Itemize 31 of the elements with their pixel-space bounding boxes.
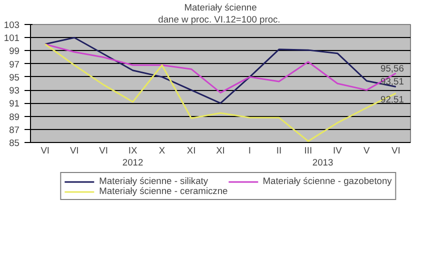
legend-label: Materiały ścienne - silikaty <box>99 176 208 186</box>
x-tick-label: VI <box>99 146 108 156</box>
text: 2012 <box>122 158 144 168</box>
y-tick-label: 103 <box>4 20 20 30</box>
x-tick-label: III <box>304 146 312 156</box>
y-tick-label: 85 <box>9 138 20 148</box>
y-tick-label: 97 <box>9 59 20 70</box>
y-tick-label: 95 <box>9 72 20 82</box>
chart-subtitle: dane w proc. VI.12=100 proc. <box>158 14 280 24</box>
data-label: 95,56 <box>380 63 404 74</box>
x-tick-label: VI <box>391 146 400 156</box>
y-tick-label: 99 <box>9 46 20 56</box>
x-tick-label: IX <box>128 146 138 156</box>
chart-title: Materiały ścienne <box>184 2 257 12</box>
y-tick-label: 101 <box>4 33 20 44</box>
x-tick-label: VI <box>70 146 79 156</box>
x-tick-label: VI <box>40 146 50 156</box>
y-tick-label: 91 <box>9 98 20 109</box>
legend-label: Materiały ścienne - gazobetony <box>262 176 392 186</box>
y-tick-label: 87 <box>9 124 20 135</box>
x-tick-label: I <box>248 146 252 156</box>
x-tick-label: XI <box>186 146 196 156</box>
x-tick-label: II <box>276 146 282 156</box>
x-tick-label: X <box>158 146 166 156</box>
y-tick-label: 93 <box>9 86 20 96</box>
text: 2013 <box>312 158 334 168</box>
x-tick-label: IV <box>333 146 343 156</box>
legend-label: Materiały ścienne - ceramiczne <box>99 186 228 196</box>
x-tick-label: XI <box>216 146 225 156</box>
x-tick-label: V <box>364 146 371 156</box>
y-tick-label: 89 <box>9 112 20 122</box>
